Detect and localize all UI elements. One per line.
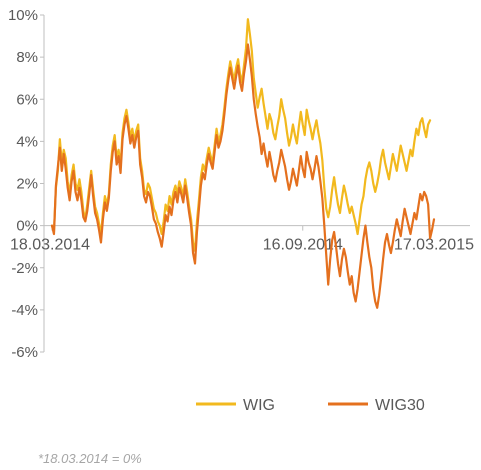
legend-label: WIG30 — [375, 397, 425, 414]
y-tick-label: 8% — [16, 49, 38, 66]
series-line-wig — [50, 18, 432, 252]
x-tick-label: 18.03.2014 — [10, 237, 90, 254]
y-tick-label: -2% — [11, 260, 38, 277]
y-tick-label: -4% — [11, 302, 38, 319]
y-tick-label: -6% — [11, 344, 38, 361]
y-tick-label: 0% — [16, 218, 38, 235]
y-tick-label: 6% — [16, 91, 38, 108]
x-axis: 18.03.2014 16.09.2014 17.03.2015 — [10, 225, 474, 254]
x-tick-label: 16.09.2014 — [263, 237, 343, 254]
y-tick-label: 2% — [16, 176, 38, 193]
footnote: *18.03.2014 = 0% — [38, 451, 142, 466]
legend-label: WIG — [243, 397, 275, 414]
y-axis: -6% -4% -2% 0% 2% 4% 6% 8% 10% — [8, 7, 45, 361]
series-layer — [50, 18, 436, 309]
series-line-wig30 — [50, 43, 436, 309]
legend: WIG WIG30 — [196, 397, 425, 414]
y-tick-label: 10% — [8, 7, 38, 24]
y-tick-label: 4% — [16, 133, 38, 150]
x-tick-label: 17.03.2015 — [394, 237, 474, 254]
